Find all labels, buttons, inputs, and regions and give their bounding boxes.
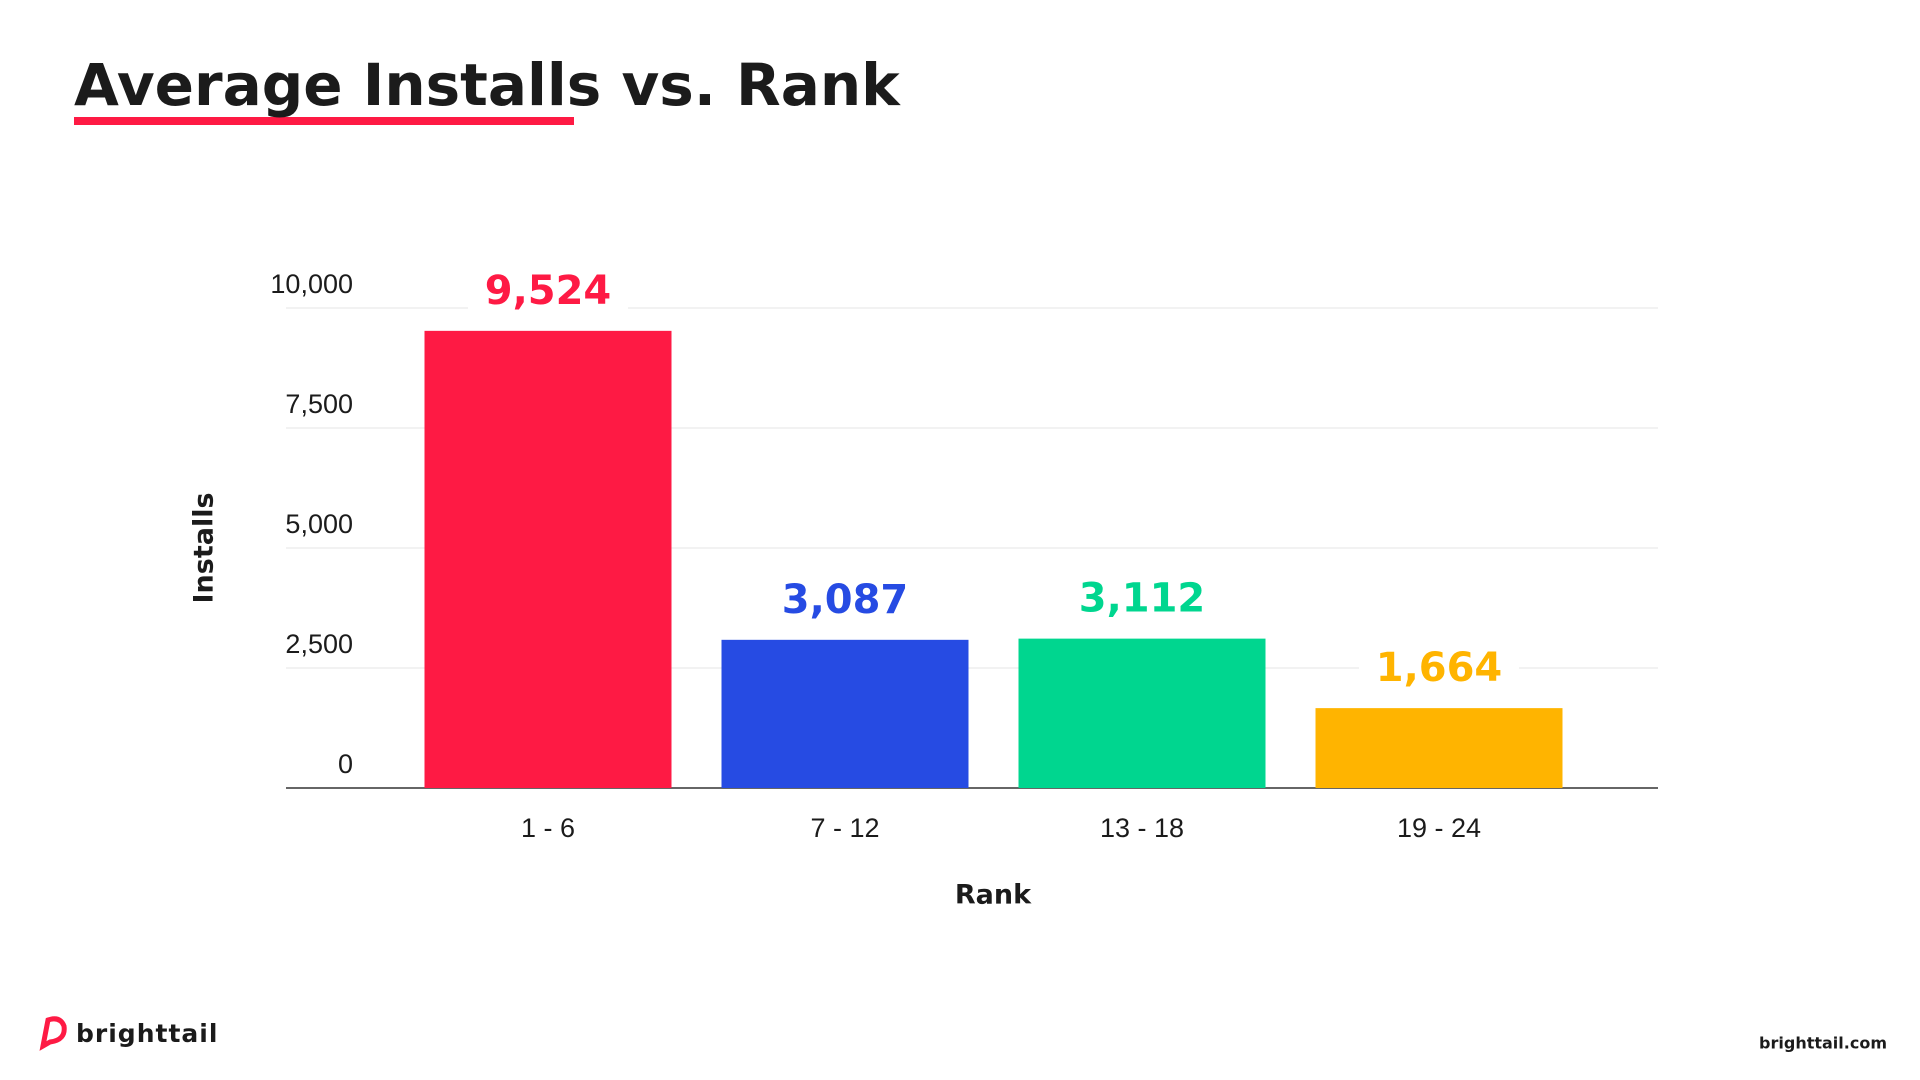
value-label: 9,524 <box>485 268 612 314</box>
logo-icon <box>39 1016 67 1051</box>
x-tick-label: 1 - 6 <box>521 813 575 843</box>
x-tick-label: 7 - 12 <box>810 813 879 843</box>
x-axis-title: Rank <box>955 880 1032 911</box>
value-label-bg <box>765 577 925 628</box>
value-label: 3,087 <box>782 577 909 623</box>
value-label-bg <box>1062 576 1222 627</box>
value-label: 1,664 <box>1376 645 1503 691</box>
value-label-bg <box>468 268 628 319</box>
value-label: 3,112 <box>1079 576 1206 622</box>
y-tick-label: 10,000 <box>270 269 353 299</box>
y-tick-label: 7,500 <box>285 389 353 419</box>
y-tick-label: 5,000 <box>285 509 353 539</box>
website: brighttail.com <box>1759 1034 1887 1053</box>
bar <box>1315 708 1563 788</box>
x-tick-label: 13 - 18 <box>1100 813 1184 843</box>
y-tick-label: 2,500 <box>285 629 353 659</box>
bar <box>424 330 672 788</box>
title-underline <box>74 117 574 125</box>
value-label-bg <box>1359 646 1519 697</box>
y-tick-label: 0 <box>338 749 353 779</box>
x-tick-label: 19 - 24 <box>1397 813 1481 843</box>
chart-title: Average Installs vs. Rank <box>74 51 901 119</box>
brand-name: brighttail <box>76 1019 218 1048</box>
bar <box>1018 638 1266 788</box>
y-axis-title: Installs <box>189 492 220 603</box>
bar <box>721 639 969 788</box>
